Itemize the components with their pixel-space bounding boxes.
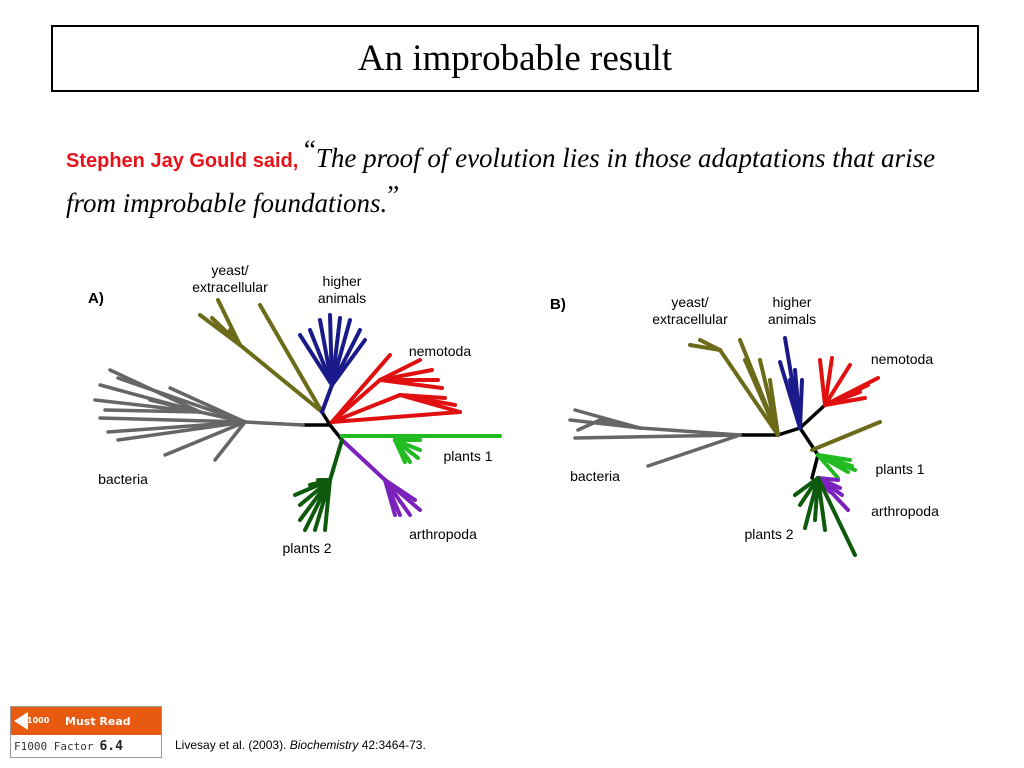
badge-heading: Must Read xyxy=(65,714,131,728)
tree-b-yeast-branch xyxy=(768,378,780,437)
tree-b-yeast-branch xyxy=(743,358,780,437)
panel-a-yeast-label: yeast/ extracellular xyxy=(192,262,268,295)
tree-b-yeast-branch xyxy=(718,348,780,437)
f1000-logo-icon: 1000 xyxy=(11,707,51,735)
panel-a-higher-label: higher animals xyxy=(317,273,367,306)
panel-a-nematoda-label: nemotoda xyxy=(408,343,472,359)
title-box: An improbable result xyxy=(51,25,979,92)
panel-a-plants1-label: plants 1 xyxy=(443,448,493,464)
tree-a-nematoda-branch xyxy=(330,378,382,424)
quote-speaker: Stephen Jay Gould said, xyxy=(66,150,304,172)
tree-a-nematoda-branch xyxy=(330,393,402,424)
tree-b-higher-branch xyxy=(798,378,804,430)
badge-factor: F1000 Factor 6.4 xyxy=(11,735,161,757)
tree-a-bacteria-branch xyxy=(168,386,247,424)
panel-a-bacteria-label: bacteria xyxy=(98,471,148,487)
tree-a-bacteria-branch xyxy=(213,420,247,462)
tree-a-arthropoda-branch xyxy=(340,438,387,482)
tree-a-nematoda-branch xyxy=(378,378,444,390)
badge-header: 1000 Must Read xyxy=(11,707,161,735)
tree-a-bacteria-branch xyxy=(163,420,247,457)
panel-a-plants2-label: plants 2 xyxy=(282,540,332,556)
tree-b-nematoda-branch xyxy=(823,356,834,407)
panel-b-arthropoda-label: arthropoda xyxy=(871,503,939,519)
tree-b-plants2-branch xyxy=(816,476,857,557)
badge-factor-label: F1000 Factor xyxy=(14,739,94,753)
tree-a-bacteria-branch xyxy=(98,416,247,424)
tree-b-nematoda-branch xyxy=(823,396,867,407)
tree-a-nematoda-branch xyxy=(330,353,392,424)
panel-b-bacteria-label: bacteria xyxy=(570,468,620,484)
tree-a-plants1-branch xyxy=(393,438,407,464)
citation-details: 42:3464-73. xyxy=(358,738,426,752)
tree-b-backbone-branch xyxy=(798,426,820,457)
panel-b-plants1-label: plants 1 xyxy=(875,461,925,477)
f1000-badge: 1000 Must Read F1000 Factor 6.4 xyxy=(10,706,162,758)
tree-b xyxy=(568,336,882,557)
tree-a-plants2-branch xyxy=(298,478,332,507)
tree-b-arthropoda-branch xyxy=(816,476,840,482)
tree-a-higher-branch xyxy=(330,318,352,387)
panel-b-plants2-label: plants 2 xyxy=(744,526,794,542)
tree-a-backbone-branch xyxy=(320,410,332,427)
tree-a-bacteria-branch xyxy=(243,420,305,427)
tree-a-arthropoda-branch xyxy=(383,478,397,517)
tree-b-yeast-branch xyxy=(698,338,722,352)
tree-a-yeast-branch xyxy=(238,343,324,414)
quote: Stephen Jay Gould said, “The proof of ev… xyxy=(66,135,986,228)
tree-b-backbone-branch xyxy=(798,403,827,430)
tree-b-bacteria-branch xyxy=(573,433,742,440)
tree-a xyxy=(93,298,502,532)
tree-b-nematoda-branch xyxy=(823,363,852,407)
tree-b-nematoda-branch xyxy=(823,376,880,407)
panel-b-nematoda-label: nemotoda xyxy=(870,351,934,367)
slide-title: An improbable result xyxy=(357,38,673,79)
tree-a-plants2-branch xyxy=(328,438,344,482)
tree-b-backbone-branch xyxy=(776,426,802,437)
panel-a-arthropoda-label: arthropoda xyxy=(409,526,477,542)
citation-journal: Biochemistry xyxy=(289,738,359,752)
tree-a-yeast-branch xyxy=(228,328,242,347)
badge-factor-value: 6.4 xyxy=(99,738,123,754)
tree-a-backbone-branch xyxy=(328,423,344,442)
panel-a-label: A) xyxy=(88,290,104,307)
tree-a-nematoda-branch xyxy=(330,410,462,424)
panel-b-yeast-label: yeast/ extracellular xyxy=(652,294,728,327)
tree-a-higher-branch xyxy=(320,383,334,414)
quote-open-mark: “ xyxy=(303,135,316,165)
tree-a-plants2-branch xyxy=(323,478,332,532)
tree-b-bacteria-branch xyxy=(646,433,742,468)
quote-text: The proof of evolution lies in those ada… xyxy=(66,143,936,218)
quote-close-mark: ” xyxy=(387,180,400,210)
tree-a-bacteria-branch xyxy=(98,383,202,414)
tree-a-arthropoda-branch xyxy=(383,478,417,502)
tree-a-yeast-branch xyxy=(258,303,324,414)
tree-b-bacteria-branch xyxy=(568,418,642,430)
tree-b-backbone-branch xyxy=(810,453,820,480)
tree-a-bacteria-branch xyxy=(116,420,247,442)
tree-a-nematoda-branch xyxy=(398,393,462,414)
tree-b-bacteria-branch xyxy=(576,418,602,432)
panel-b-higher-label: higher animals xyxy=(767,294,817,327)
citation: Livesay et al. (2003). Biochemistry 42:3… xyxy=(175,738,426,752)
panel-b-label: B) xyxy=(550,296,566,313)
tree-b-plants1-branch xyxy=(816,453,854,468)
tree-a-nematoda-branch xyxy=(378,358,422,382)
tree-b-plants2-branch xyxy=(813,476,820,522)
badge-logo-text: 1000 xyxy=(27,716,50,725)
tree-b-yeast-distant-branch xyxy=(810,420,882,452)
tree-a-bacteria-branch xyxy=(116,376,247,424)
citation-authors: Livesay et al. (2003). xyxy=(175,738,290,752)
tree-a-higher-branch xyxy=(330,338,367,387)
tree-b-bacteria-branch xyxy=(573,408,642,430)
tree-a-bacteria-branch xyxy=(103,408,202,414)
tree-b-plants2-branch xyxy=(793,476,820,497)
